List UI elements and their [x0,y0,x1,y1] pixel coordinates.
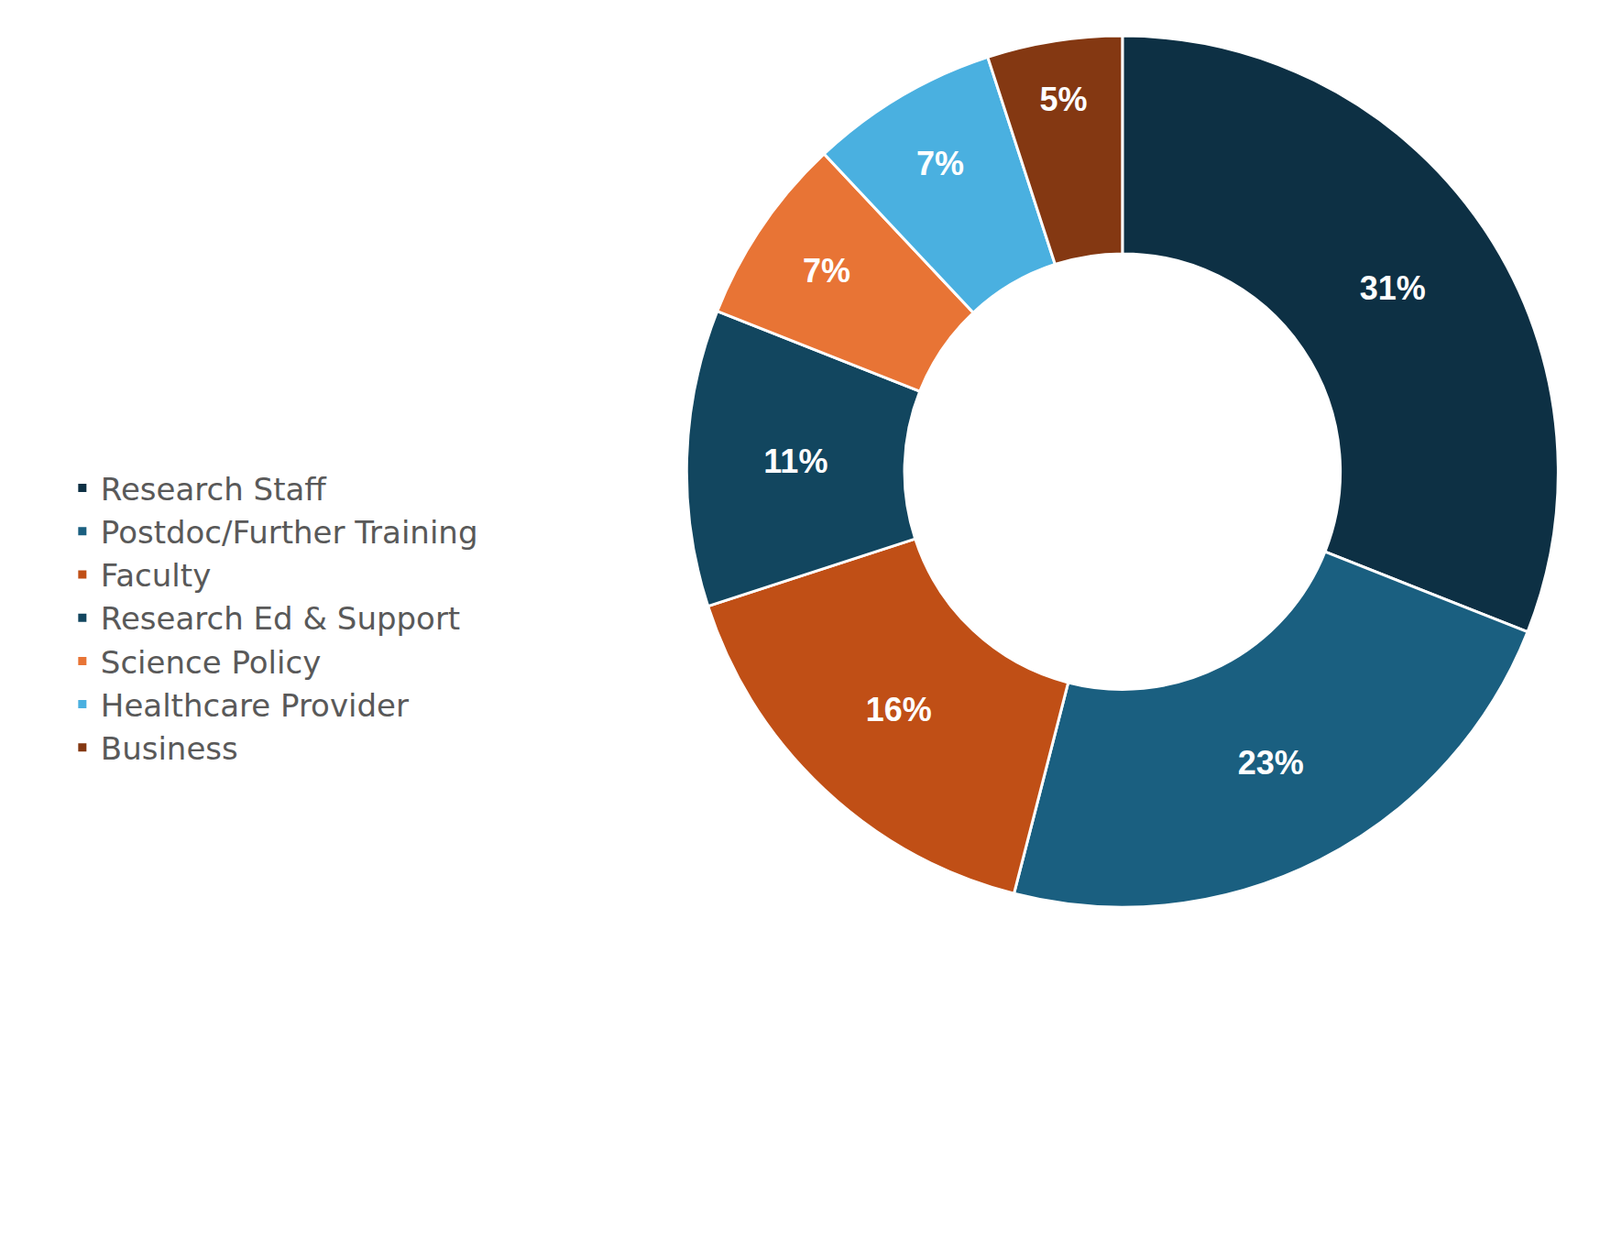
svg-text:31%: 31% [1359,269,1426,307]
svg-text:16%: 16% [865,690,932,729]
svg-text:Postdoc/Further Training: Postdoc/Further Training [100,514,479,551]
svg-text:11%: 11% [763,442,828,481]
svg-text:Faculty: Faculty [100,557,211,594]
svg-text:Research Staff: Research Staff [100,471,329,508]
svg-text:7%: 7% [916,144,965,183]
svg-text:5%: 5% [1039,80,1087,119]
svg-text:7%: 7% [802,252,851,290]
svg-text:Science Policy: Science Policy [100,644,321,681]
svg-text:Healthcare Provider: Healthcare Provider [100,687,409,724]
svg-text:23%: 23% [1238,744,1305,782]
svg-text:Research Ed & Support: Research Ed & Support [100,600,461,637]
svg-text:Business: Business [100,730,239,768]
